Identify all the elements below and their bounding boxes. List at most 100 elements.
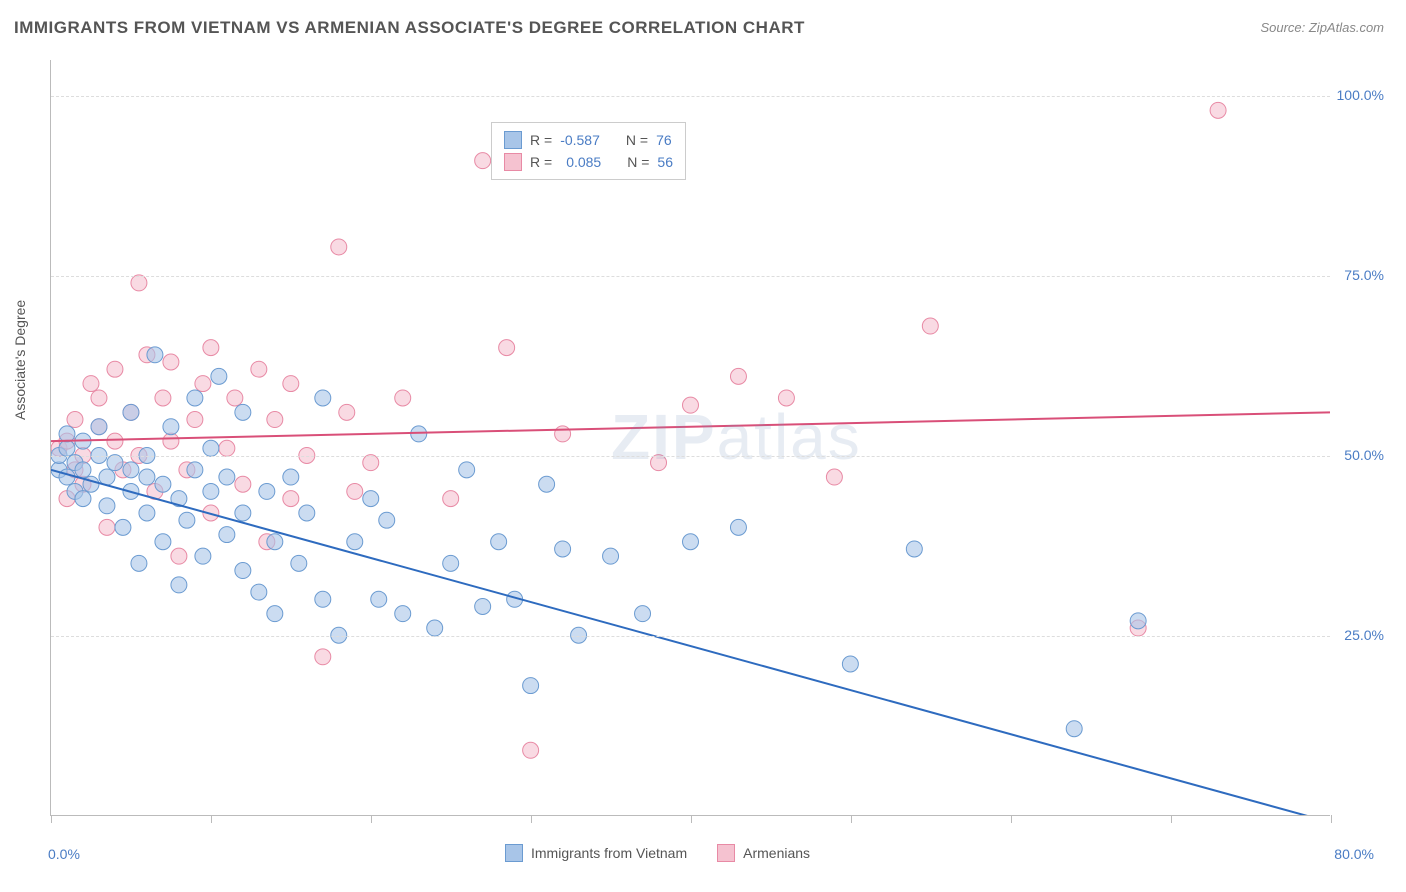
data-point: [123, 462, 139, 478]
swatch-series2-bottom: [717, 844, 735, 862]
data-point: [211, 368, 227, 384]
data-point: [363, 455, 379, 471]
data-point: [179, 512, 195, 528]
data-point: [203, 340, 219, 356]
series2-label: Armenians: [743, 845, 810, 861]
data-point: [315, 591, 331, 607]
data-point: [1066, 721, 1082, 737]
grid-line: [51, 456, 1330, 457]
data-point: [99, 498, 115, 514]
data-point: [139, 505, 155, 521]
r-value-2: 0.085: [560, 154, 601, 170]
data-point: [99, 469, 115, 485]
data-point: [139, 469, 155, 485]
data-point: [59, 440, 75, 456]
data-point: [251, 361, 267, 377]
data-point: [347, 534, 363, 550]
data-point: [291, 555, 307, 571]
trend-line: [51, 470, 1330, 815]
data-point: [443, 491, 459, 507]
y-tick-label: 75.0%: [1344, 267, 1384, 283]
data-point: [107, 361, 123, 377]
x-tick-last: 80.0%: [1334, 846, 1374, 862]
chart-container: IMMIGRANTS FROM VIETNAM VS ARMENIAN ASSO…: [0, 0, 1406, 892]
data-point: [363, 491, 379, 507]
legend-row-2: R = 0.085 N = 56: [504, 151, 673, 173]
data-point: [163, 419, 179, 435]
data-point: [163, 433, 179, 449]
data-point: [339, 404, 355, 420]
data-point: [499, 340, 515, 356]
data-point: [331, 239, 347, 255]
plot-area: ZIPatlas R = -0.587 N = 76 R = 0.085 N =…: [50, 60, 1330, 816]
data-point: [730, 368, 746, 384]
data-point: [227, 390, 243, 406]
data-point: [235, 505, 251, 521]
data-point: [203, 483, 219, 499]
data-point: [683, 397, 699, 413]
y-tick-label: 100.0%: [1337, 87, 1384, 103]
y-tick-label: 25.0%: [1344, 627, 1384, 643]
x-tick: [691, 815, 692, 823]
data-point: [379, 512, 395, 528]
x-tick: [211, 815, 212, 823]
data-point: [187, 390, 203, 406]
data-point: [922, 318, 938, 334]
data-point: [67, 412, 83, 428]
data-point: [347, 483, 363, 499]
data-point: [91, 419, 107, 435]
grid-line: [51, 96, 1330, 97]
legend-row-1: R = -0.587 N = 76: [504, 129, 673, 151]
x-tick: [531, 815, 532, 823]
data-point: [475, 153, 491, 169]
data-point: [315, 649, 331, 665]
swatch-series2: [504, 153, 522, 171]
data-point: [155, 476, 171, 492]
data-point: [283, 376, 299, 392]
chart-title: IMMIGRANTS FROM VIETNAM VS ARMENIAN ASSO…: [14, 18, 805, 38]
x-tick: [851, 815, 852, 823]
data-point: [75, 462, 91, 478]
data-point: [115, 519, 131, 535]
data-point: [1130, 613, 1146, 629]
data-point: [523, 742, 539, 758]
data-point: [651, 455, 667, 471]
data-point: [83, 376, 99, 392]
data-point: [187, 462, 203, 478]
data-point: [778, 390, 794, 406]
data-point: [267, 606, 283, 622]
grid-line: [51, 276, 1330, 277]
grid-line: [51, 636, 1330, 637]
data-point: [635, 606, 651, 622]
r-value-1: -0.587: [560, 132, 600, 148]
correlation-legend: R = -0.587 N = 76 R = 0.085 N = 56: [491, 122, 686, 180]
data-point: [251, 584, 267, 600]
data-point: [123, 404, 139, 420]
x-tick: [1331, 815, 1332, 823]
x-tick: [1171, 815, 1172, 823]
data-point: [283, 491, 299, 507]
data-point: [523, 678, 539, 694]
data-point: [195, 376, 211, 392]
data-point: [371, 591, 387, 607]
data-point: [235, 404, 251, 420]
data-point: [131, 555, 147, 571]
data-point: [683, 534, 699, 550]
data-point: [491, 534, 507, 550]
data-point: [443, 555, 459, 571]
data-point: [1210, 102, 1226, 118]
n-value-1: 76: [656, 132, 672, 148]
data-point: [475, 598, 491, 614]
data-point: [219, 440, 235, 456]
source-label: Source: ZipAtlas.com: [1260, 20, 1384, 35]
y-tick-label: 50.0%: [1344, 447, 1384, 463]
data-point: [91, 390, 107, 406]
data-point: [99, 519, 115, 535]
data-point: [235, 476, 251, 492]
y-axis-label: Associate's Degree: [12, 300, 28, 420]
data-point: [539, 476, 555, 492]
x-tick-first: 0.0%: [48, 846, 80, 862]
data-point: [427, 620, 443, 636]
n-label-1: N =: [626, 132, 648, 148]
data-point: [267, 534, 283, 550]
